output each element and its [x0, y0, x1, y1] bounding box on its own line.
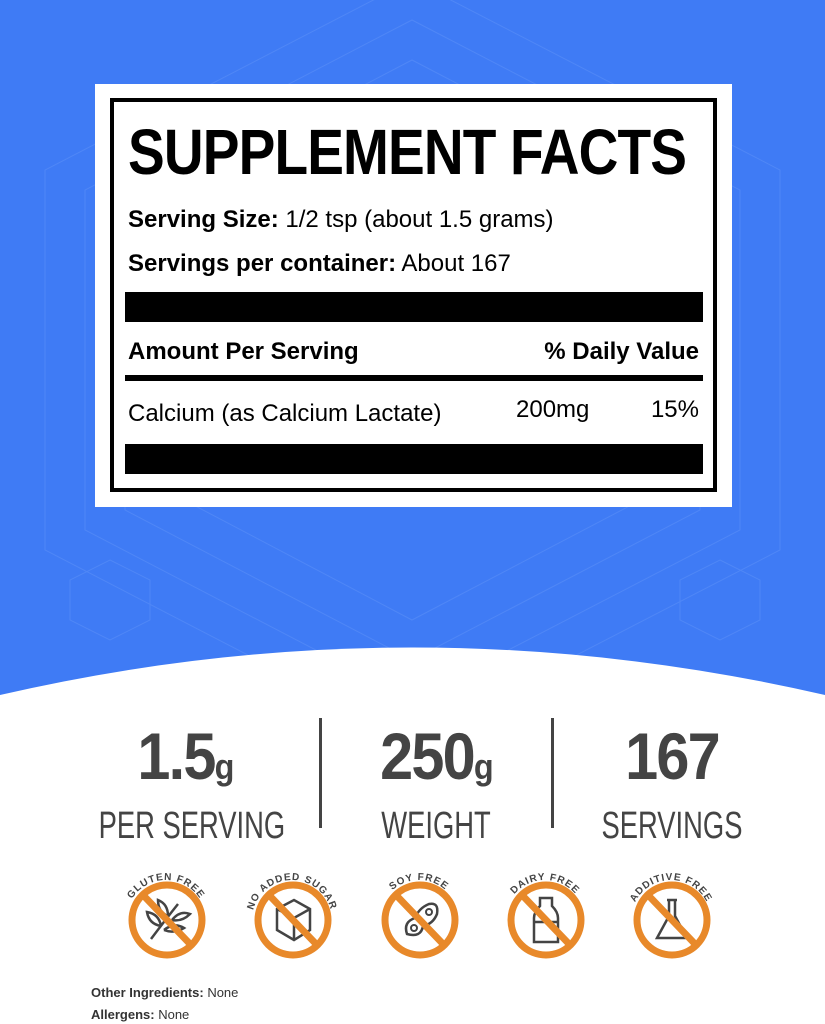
soybean-icon — [404, 902, 439, 937]
stat-per-serving: 1.5g PER SERVING — [98, 719, 286, 847]
badge-additive-free: ADDITIVE FREE — [621, 862, 721, 972]
other-ingredients: Other Ingredients: None — [91, 985, 239, 1000]
prohibited-circle-icon — [633, 881, 711, 959]
prohibited-circle-icon — [381, 881, 459, 959]
stat-divider — [319, 718, 322, 828]
amount-header: Amount Per Serving — [128, 338, 359, 365]
nutrient-amount: 200mg — [516, 396, 590, 423]
prohibited-circle-icon — [507, 881, 585, 959]
divider-bar — [125, 375, 703, 381]
badge-no-added-sugar: NO ADDED SUGAR — [242, 862, 342, 972]
stat-divider — [551, 718, 554, 828]
badge-gluten-free: GLUTEN FREE — [116, 862, 216, 972]
stat-weight: 250g WEIGHT — [380, 719, 494, 847]
divider-bar — [125, 444, 703, 474]
divider-bar — [125, 292, 703, 322]
facts-title: SUPPLEMENT FACTS — [128, 116, 687, 188]
dv-header: % Daily Value — [544, 338, 699, 365]
prohibited-circle-icon — [254, 881, 332, 959]
nutrient-name: Calcium (as Calcium Lactate) — [128, 400, 442, 427]
badge-dairy-free: DAIRY FREE — [495, 862, 595, 972]
servings-per-container: Servings per container: About 167 — [128, 250, 511, 277]
serving-size: Serving Size: 1/2 tsp (about 1.5 grams) — [128, 206, 554, 233]
nutrient-dv: 15% — [650, 396, 699, 423]
badge-soy-free: SOY FREE — [369, 862, 469, 972]
prohibited-circle-icon — [128, 881, 206, 959]
stat-servings: 167 SERVINGS — [601, 719, 743, 847]
allergens: Allergens: None — [91, 1007, 190, 1022]
supplement-facts-panel: SUPPLEMENT FACTS Serving Size: 1/2 tsp (… — [95, 84, 732, 507]
